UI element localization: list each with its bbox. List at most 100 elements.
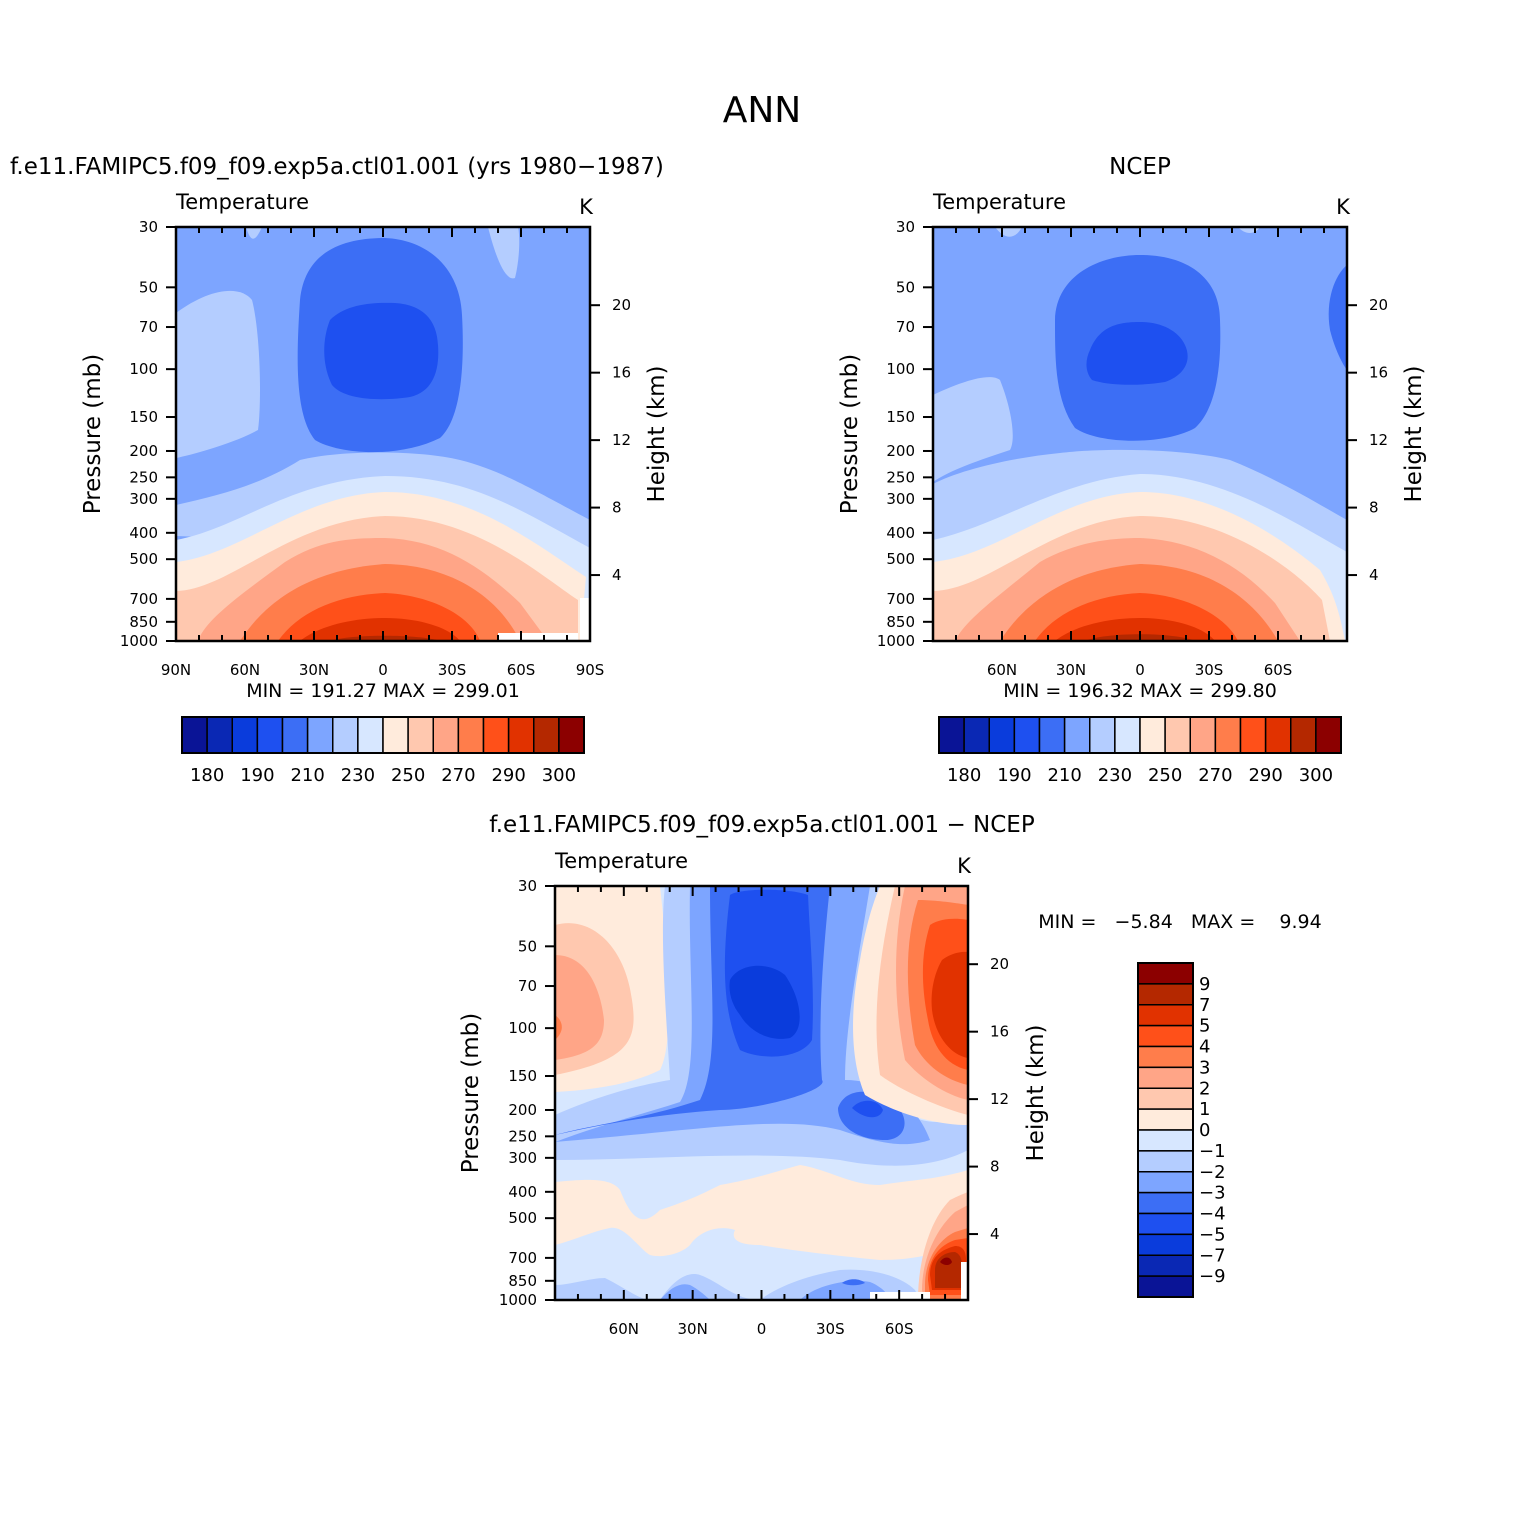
colorbar-swatch: [1137, 1087, 1194, 1110]
colorbar-swatch: [1264, 716, 1292, 754]
pressure-tick-label: 850: [508, 1272, 537, 1290]
colorbar-swatch: [1189, 716, 1217, 754]
colorbar-swatch: [407, 716, 434, 754]
colorbar-swatch: [1137, 1171, 1194, 1194]
colorbar-label: 1: [1199, 1099, 1210, 1120]
colorbar-swatch: [1137, 1004, 1194, 1027]
lat-tick-label: 90N: [161, 661, 191, 679]
panel-diff-title: f.e11.FAMIPC5.f09_f09.exp5a.ctl01.001 − …: [489, 812, 1035, 838]
colorbar-label: −7: [1199, 1245, 1226, 1266]
pressure-tick-label: 100: [886, 360, 915, 378]
pressure-tick-label: 400: [886, 524, 915, 542]
lat-tick-label: 60S: [507, 661, 536, 679]
colorbar-label: 270: [441, 765, 475, 786]
colorbar-label: 290: [491, 765, 525, 786]
band-2-3-upper-left: [555, 955, 604, 1060]
pressure-tick-label: 70: [139, 318, 158, 336]
colorbar-swatch: [1139, 716, 1166, 754]
colorbar-label: 250: [1148, 765, 1182, 786]
colorbar-label: −3: [1199, 1183, 1226, 1204]
band-230-240-top: [246, 227, 262, 239]
band-neg7-neg5: [729, 965, 800, 1039]
colorbar-frame: [938, 716, 1342, 754]
pressure-tick-label: 400: [508, 1183, 537, 1201]
height-tick-label: 8: [1369, 499, 1379, 517]
panel-ncep: NCEP Temperature K Pressure (mb) Height …: [837, 154, 1427, 786]
height-tick-label: 4: [612, 566, 622, 584]
panel-model: f.e11.FAMIPC5.f09_f09.exp5a.ctl01.001 (y…: [10, 154, 670, 786]
lat-tick-label: 30S: [438, 661, 467, 679]
colorbar-label: 300: [1299, 765, 1333, 786]
pressure-tick-label: 50: [518, 937, 537, 955]
colorbar-label: 7: [1199, 995, 1210, 1016]
colorbar-label: 190: [240, 765, 274, 786]
colorbar-frame: [181, 716, 585, 754]
colorbar-swatch: [507, 716, 535, 754]
band-9-plus-lower-right: [940, 1257, 952, 1265]
band-neg3-neg2-lower-mid: [800, 1280, 890, 1300]
colorbar-label: 190: [997, 765, 1031, 786]
pressure-tick-label: 150: [508, 1067, 537, 1085]
pressure-tick-label: 850: [886, 613, 915, 631]
colorbar-label: 4: [1199, 1037, 1210, 1058]
pressure-tick-label: 500: [886, 550, 915, 568]
colorbar-label: −5: [1199, 1224, 1226, 1245]
colorbar-swatch: [382, 716, 409, 754]
pressure-tick-label: 150: [129, 408, 158, 426]
height-tick-label: 8: [990, 1158, 1000, 1176]
lat-tick-label: 60N: [987, 661, 1017, 679]
colorbar-label: −9: [1199, 1266, 1226, 1287]
colorbar-swatch: [281, 716, 309, 754]
band-0-1-lower: [555, 1165, 968, 1260]
pressure-tick-label: 30: [139, 218, 158, 236]
colorbar-swatch: [231, 716, 259, 754]
pressure-tick-label: 100: [508, 1019, 537, 1037]
colorbar-label: −4: [1199, 1204, 1226, 1225]
pressure-tick-label: 300: [129, 490, 158, 508]
panel-model-field: [176, 227, 590, 641]
band-210-220-right: [1328, 265, 1347, 370]
pressure-tick-label: 250: [508, 1127, 537, 1145]
colorbar-swatch: [1214, 716, 1242, 754]
colorbar-swatch: [1315, 716, 1342, 754]
colorbar-swatch: [1013, 716, 1041, 754]
pressure-tick-label: 400: [129, 524, 158, 542]
colorbar-swatch: [1137, 1024, 1194, 1048]
pressure-tick-label: 300: [886, 490, 915, 508]
panel-diff-field: [555, 886, 968, 1300]
panel-model-title: f.e11.FAMIPC5.f09_f09.exp5a.ctl01.001 (y…: [10, 154, 664, 180]
lat-tick-label: 0: [1135, 661, 1145, 679]
colorbar-label: 2: [1199, 1078, 1210, 1099]
pressure-tick-label: 500: [129, 550, 158, 568]
colorbar-swatch: [1063, 716, 1091, 754]
lat-tick-label: 60S: [885, 1320, 914, 1338]
colorbar-label: 300: [542, 765, 576, 786]
colorbar-swatch: [1137, 962, 1194, 985]
missing-data: [498, 633, 578, 641]
colorbar-swatch: [457, 716, 485, 754]
band-7-9-upper-right: [931, 951, 968, 1058]
colorbar-swatch: [332, 716, 359, 754]
band-305-310: [330, 635, 440, 641]
colorbar-swatch: [306, 716, 334, 754]
height-tick-label: 20: [612, 296, 631, 314]
panel-diff-variable-label: Temperature: [554, 849, 688, 873]
panel-model-variable-label: Temperature: [175, 190, 309, 214]
panel-diff-units-label: K: [957, 854, 972, 878]
panel-ncep-variable-label: Temperature: [932, 190, 1066, 214]
colorbar-swatch: [1137, 1275, 1194, 1298]
pressure-tick-label: 1000: [877, 632, 915, 650]
panel-model-y2-axis-title: Height (km): [644, 365, 670, 502]
colorbar-label: 9: [1199, 974, 1210, 995]
height-tick-label: 16: [990, 1023, 1009, 1041]
colorbar-swatch: [938, 716, 965, 754]
pressure-tick-label: 850: [129, 613, 158, 631]
colorbar-swatch: [357, 716, 384, 754]
band-neg5-neg4-mid: [852, 1100, 883, 1118]
colorbar-frame: [1137, 962, 1194, 1298]
height-tick-label: 16: [612, 364, 631, 382]
height-tick-label: 16: [1369, 364, 1388, 382]
colorbar-swatch: [963, 716, 990, 754]
panel-ncep-y2-axis-title: Height (km): [1401, 365, 1427, 502]
